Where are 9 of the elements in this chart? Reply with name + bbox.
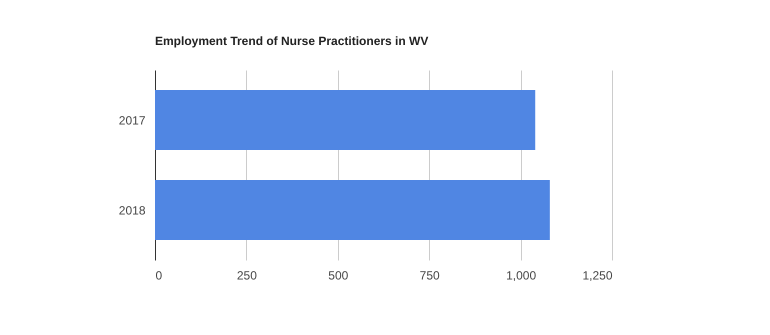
y-tick-label: 2018: [118, 204, 146, 218]
x-tick-label: 0: [156, 268, 162, 282]
x-tick-label: 1,250: [582, 268, 613, 282]
chart-title: Employment Trend of Nurse Practitioners in WV: [155, 34, 428, 48]
x-tick-label: 750: [420, 268, 440, 282]
x-tick-label: 500: [328, 268, 349, 282]
x-tick-label: 1,000: [506, 268, 536, 282]
x-tick-label: 250: [236, 268, 258, 282]
y-tick-label: 2017: [118, 114, 146, 128]
